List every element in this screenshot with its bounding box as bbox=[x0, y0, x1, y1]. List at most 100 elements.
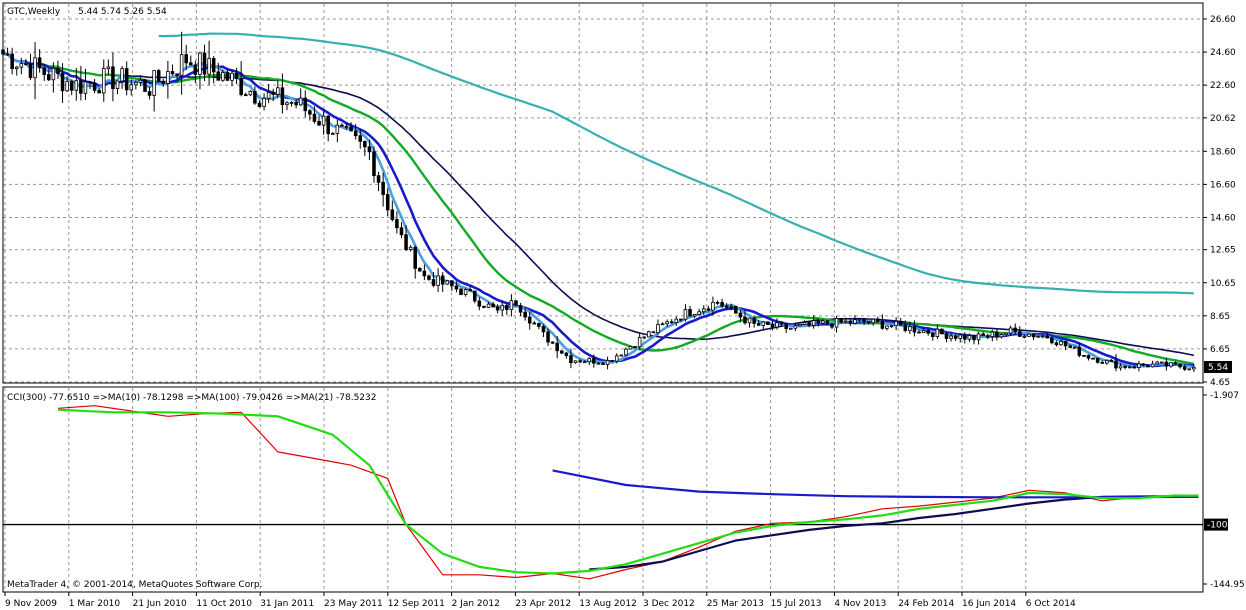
price-candle-body bbox=[111, 66, 115, 90]
price-candle-body bbox=[679, 318, 683, 321]
price-candle-body bbox=[834, 317, 839, 328]
price-candle-body bbox=[766, 321, 770, 325]
price-tick-label: 24.60 bbox=[1210, 48, 1236, 58]
price-candle-body bbox=[152, 70, 156, 96]
price-candle-body bbox=[1187, 368, 1192, 371]
price-candle-body bbox=[74, 80, 79, 91]
price-candle-body bbox=[24, 63, 28, 65]
price-candle-body bbox=[1137, 363, 1141, 368]
price-candle-body bbox=[1045, 335, 1050, 339]
price-candle-body bbox=[770, 324, 775, 328]
price-candle-body bbox=[775, 322, 779, 328]
price-candle-body bbox=[637, 337, 642, 348]
price-candle-body bbox=[793, 325, 798, 329]
price-candle-body bbox=[440, 275, 445, 285]
price-candle-body bbox=[972, 335, 976, 341]
time-tick-label: 23 May 2011 bbox=[324, 599, 383, 609]
price-candle-body bbox=[56, 67, 60, 74]
price-candle-body bbox=[170, 71, 175, 75]
cci-tick-label: -100 bbox=[1207, 521, 1228, 531]
time-tick-label: 31 Jan 2011 bbox=[260, 599, 314, 609]
price-candle-body bbox=[720, 302, 724, 307]
price-candle-body bbox=[147, 91, 152, 96]
price-candle-body bbox=[1063, 340, 1068, 347]
price-candle-body bbox=[138, 79, 143, 83]
price-candle-body bbox=[821, 320, 825, 324]
price-candle-body bbox=[390, 209, 395, 220]
price-candle-body bbox=[115, 80, 120, 90]
price-candle-body bbox=[784, 323, 788, 330]
price-candle-body bbox=[578, 360, 582, 363]
price-candle-body bbox=[1027, 333, 1031, 337]
price-candle-body bbox=[363, 140, 367, 148]
price-candle-body bbox=[592, 358, 596, 364]
price-candle-body bbox=[262, 97, 266, 107]
price-candle-body bbox=[811, 320, 816, 326]
price-candle-body bbox=[317, 121, 321, 126]
price-tick-label: 12.65 bbox=[1210, 246, 1236, 256]
price-candle-body bbox=[1095, 357, 1100, 363]
price-candle-body bbox=[134, 81, 138, 86]
price-candle-body bbox=[573, 360, 578, 364]
price-tick-label: 10.65 bbox=[1210, 279, 1236, 289]
current-price-text: 5.54 bbox=[1208, 363, 1228, 373]
price-tick-label: 16.60 bbox=[1210, 180, 1236, 190]
price-candle-body bbox=[97, 89, 101, 94]
price-candle-body bbox=[129, 84, 134, 91]
price-candle-body bbox=[344, 125, 349, 128]
price-candle-body bbox=[42, 67, 46, 75]
price-candle-body bbox=[349, 126, 353, 132]
price-candle-body bbox=[427, 275, 431, 280]
price-candle-body bbox=[857, 318, 862, 321]
price-candle-body bbox=[1123, 365, 1127, 368]
price-candle-body bbox=[372, 151, 376, 177]
cci-tick-label: -144.951 bbox=[1210, 580, 1246, 590]
price-candle-body bbox=[413, 246, 417, 269]
price-candle-body bbox=[614, 355, 619, 362]
price-candle-body bbox=[807, 322, 811, 326]
price-candle-body bbox=[1036, 335, 1040, 338]
price-candle-body bbox=[990, 331, 995, 337]
price-candle-body bbox=[459, 288, 463, 296]
price-candle-body bbox=[243, 94, 248, 97]
price-candle-body bbox=[802, 322, 807, 325]
ohlc-values: 5.44 5.74 5.26 5.54 bbox=[78, 7, 167, 17]
price-candle-body bbox=[88, 81, 92, 84]
price-candle-body bbox=[935, 328, 940, 338]
price-candle-body bbox=[166, 71, 170, 84]
price-candle-body bbox=[5, 53, 10, 56]
price-candle-body bbox=[940, 328, 944, 335]
price-candle-body bbox=[908, 326, 912, 332]
price-candle-body bbox=[454, 285, 459, 290]
price-candle-body bbox=[1086, 355, 1091, 359]
price-candle-body bbox=[903, 324, 908, 332]
price-candle-body bbox=[715, 301, 720, 304]
price-candle-body bbox=[83, 81, 88, 94]
price-pane[interactable]: 26.60 24.60 22.60 20.62 18.60 16.60 14.60 12.65… bbox=[1, 2, 1236, 388]
price-candle-body bbox=[509, 300, 514, 311]
price-candle-body bbox=[47, 74, 51, 81]
price-candle-body bbox=[143, 79, 147, 92]
price-candle-body bbox=[669, 321, 674, 324]
current-price-badge: 5.54 bbox=[1204, 361, 1232, 373]
price-candle-body bbox=[885, 325, 889, 329]
price-candle-body bbox=[550, 341, 555, 344]
price-candle-body bbox=[853, 319, 857, 324]
time-tick-label: 23 Apr 2012 bbox=[515, 599, 571, 609]
time-tick-label: 1 Mar 2010 bbox=[69, 599, 121, 609]
price-candle-body bbox=[1068, 345, 1072, 348]
price-candle-body bbox=[560, 350, 564, 354]
price-candle-body bbox=[514, 300, 518, 306]
price-candle-body bbox=[963, 334, 967, 340]
price-candle-body bbox=[19, 63, 24, 68]
price-candle-body bbox=[69, 81, 74, 91]
price-candle-body bbox=[656, 324, 660, 333]
price-candle-body bbox=[124, 68, 129, 91]
symbol-label: GTC,Weekly bbox=[7, 7, 61, 17]
price-candle-body bbox=[706, 308, 711, 311]
cci-pane[interactable]: -1.907 -100 -144.951 CCI(300) -77.6510 =>M… bbox=[2, 386, 1246, 593]
price-candle-body bbox=[642, 336, 646, 339]
price-candle-body bbox=[761, 321, 766, 326]
price-candle-body bbox=[225, 72, 230, 81]
